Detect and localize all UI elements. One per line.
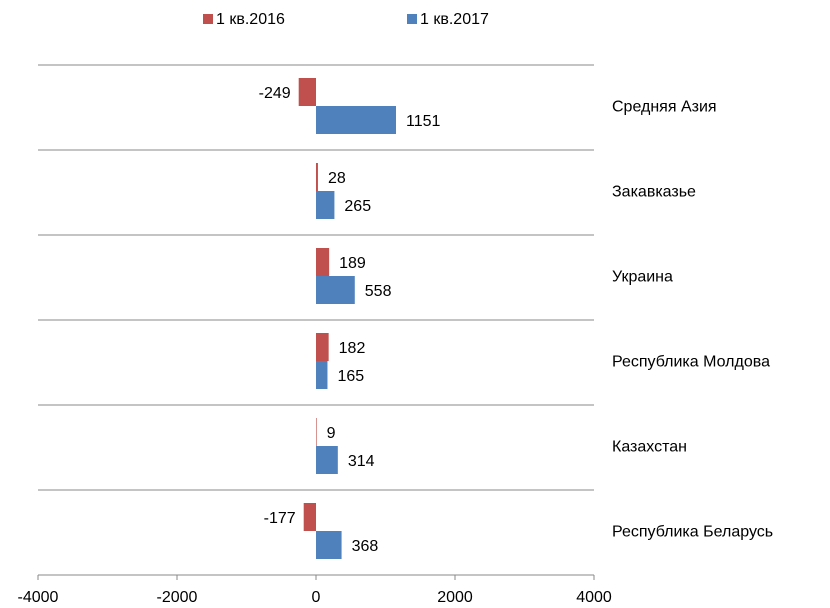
bar xyxy=(316,418,317,446)
bar xyxy=(316,361,328,389)
value-label: 182 xyxy=(339,340,366,357)
category-label: Республика Беларусь xyxy=(612,524,773,541)
bar xyxy=(316,531,342,559)
value-label: 9 xyxy=(327,425,336,442)
bar xyxy=(316,106,396,134)
category-label: Казахстан xyxy=(612,439,687,456)
bar xyxy=(298,78,316,106)
x-tick-label: 4000 xyxy=(576,589,612,606)
x-tick-label: -4000 xyxy=(18,589,59,606)
x-tick-label: 2000 xyxy=(437,589,473,606)
x-tick-label: 0 xyxy=(312,589,321,606)
value-label: 28 xyxy=(328,170,346,187)
bar xyxy=(316,191,335,219)
bar xyxy=(303,503,316,531)
bar xyxy=(316,276,355,304)
value-label: 265 xyxy=(344,198,371,215)
value-label: -249 xyxy=(259,85,291,102)
bar xyxy=(316,333,329,361)
bar xyxy=(316,248,330,276)
category-label: Закавказье xyxy=(612,184,696,201)
value-label: 558 xyxy=(365,283,392,300)
value-label: 189 xyxy=(339,255,366,272)
value-label: 314 xyxy=(348,453,375,470)
legend-label: 1 кв.2016 xyxy=(216,11,285,28)
category-label: Украина xyxy=(612,269,673,286)
category-label: Средняя Азия xyxy=(612,99,717,116)
bar xyxy=(316,446,338,474)
x-tick-label: -2000 xyxy=(157,589,198,606)
value-label: 368 xyxy=(352,538,379,555)
legend-swatch xyxy=(203,14,213,24)
value-label: 165 xyxy=(337,368,364,385)
value-label: -177 xyxy=(264,510,296,527)
bar xyxy=(316,163,318,191)
category-label: Республика Молдова xyxy=(612,354,770,371)
legend-label: 1 кв.2017 xyxy=(420,11,489,28)
legend-swatch xyxy=(407,14,417,24)
value-label: 1151 xyxy=(406,113,441,130)
